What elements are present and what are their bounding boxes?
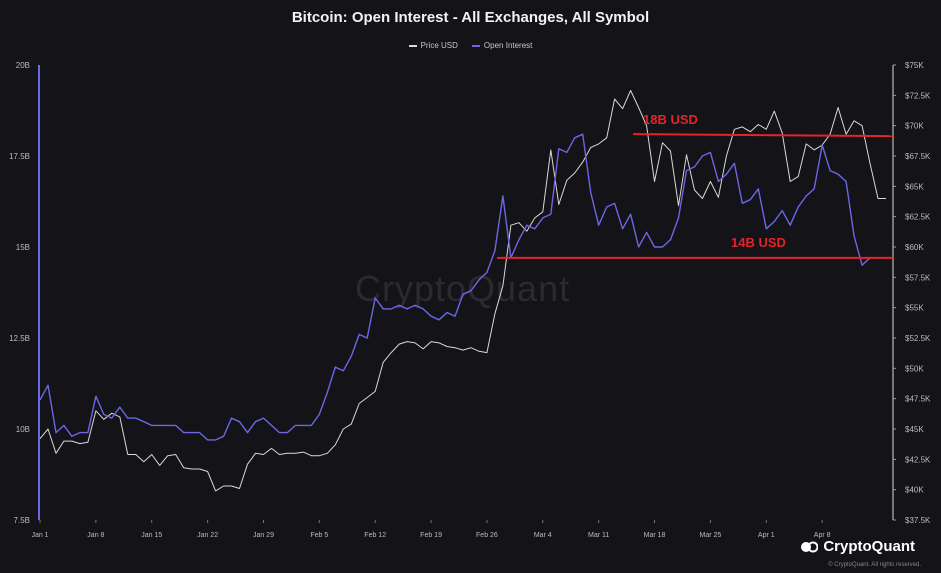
right-axis-tick-label: $42.5K [905,455,931,464]
left-axis-tick-label: 17.5B [9,152,30,161]
legend-label-open-interest: Open Interest [483,41,533,50]
left-axis-tick-label: 12.5B [9,334,30,343]
right-axis-tick-label: $57.5K [905,273,931,282]
x-axis-tick-label: Jan 1 [31,532,48,539]
x-axis-tick-label: Mar 4 [534,532,552,539]
right-axis-tick-label: $50K [905,364,924,373]
x-axis-tick-label: Feb 26 [476,532,498,539]
x-axis-tick-label: Jan 8 [87,532,104,539]
legend-swatch-open-interest [471,44,480,47]
x-axis-tick-label: Mar 25 [700,532,722,539]
left-axis-tick-label: 7.5B [14,516,30,525]
right-axis-tick-label: $55K [905,304,924,313]
x-axis-tick-label: Mar 18 [644,532,666,539]
x-axis-tick-label: Feb 19 [420,532,442,539]
x-axis-tick-label: Jan 22 [197,532,218,539]
right-axis-tick-label: $60K [905,243,924,252]
left-axis-tick-label: 10B [16,425,30,434]
x-axis-tick-label: Jan 15 [141,532,162,539]
chart-annotations: 18B USD 14B USD [497,112,894,259]
resistance-line-18b [632,133,894,138]
chart-legend: Price USD Open Interest [0,41,941,50]
right-axis-tick-label: $47.5K [905,395,931,404]
right-axis-tick-label: $65K [905,182,924,191]
x-axis-tick-label: Apr 1 [758,532,775,539]
annotation-label-18b: 18B USD [643,112,698,127]
right-axis-tick-label: $37.5K [905,516,931,525]
legend-item-open-interest[interactable]: Open Interest [471,41,533,50]
chart-axes: 7.5B 10B 12.5B 15B 17.5B 20B $37.5K $40K $42.5K $… [9,61,931,539]
right-axis-tick-label: $70K [905,122,924,131]
price-usd-line [39,90,886,492]
right-axis-tick-label: $40K [905,486,924,495]
open-interest-line [39,133,871,441]
chart-title: Bitcoin: Open Interest - All Exchanges, … [291,9,650,26]
x-axis-tick-label: Feb 5 [310,532,328,539]
left-axis-tick-label: 20B [16,61,30,70]
legend-label-price: Price USD [420,41,458,50]
right-axis-tick-label: $67.5K [905,152,931,161]
right-axis-tick-label: $75K [905,61,924,70]
right-axis-tick-label: $45K [905,425,924,434]
right-axis-tick-label: $62.5K [905,213,931,222]
chart-lines [39,90,886,492]
x-axis-tick-label: Apr 8 [814,532,831,539]
x-axis-tick-label: Feb 12 [364,532,386,539]
cryptoquant-logo-icon [801,540,819,554]
legend-item-price[interactable]: Price USD [408,41,458,50]
legend-swatch-price [408,44,417,47]
brand-name: CryptoQuant [823,538,915,555]
x-axis-tick-label: Jan 29 [253,532,274,539]
watermark: CryptoQuant [355,268,571,309]
brand-logo-block: CryptoQuant [801,538,915,555]
copyright-text: © CryptoQuant. All rights reserved. [828,562,921,568]
left-axis-tick-label: 15B [16,243,30,252]
right-axis-tick-label: $72.5K [905,91,931,100]
annotation-label-14b: 14B USD [731,235,786,250]
x-axis-tick-label: Mar 11 [588,532,609,539]
right-axis-tick-label: $52.5K [905,334,931,343]
